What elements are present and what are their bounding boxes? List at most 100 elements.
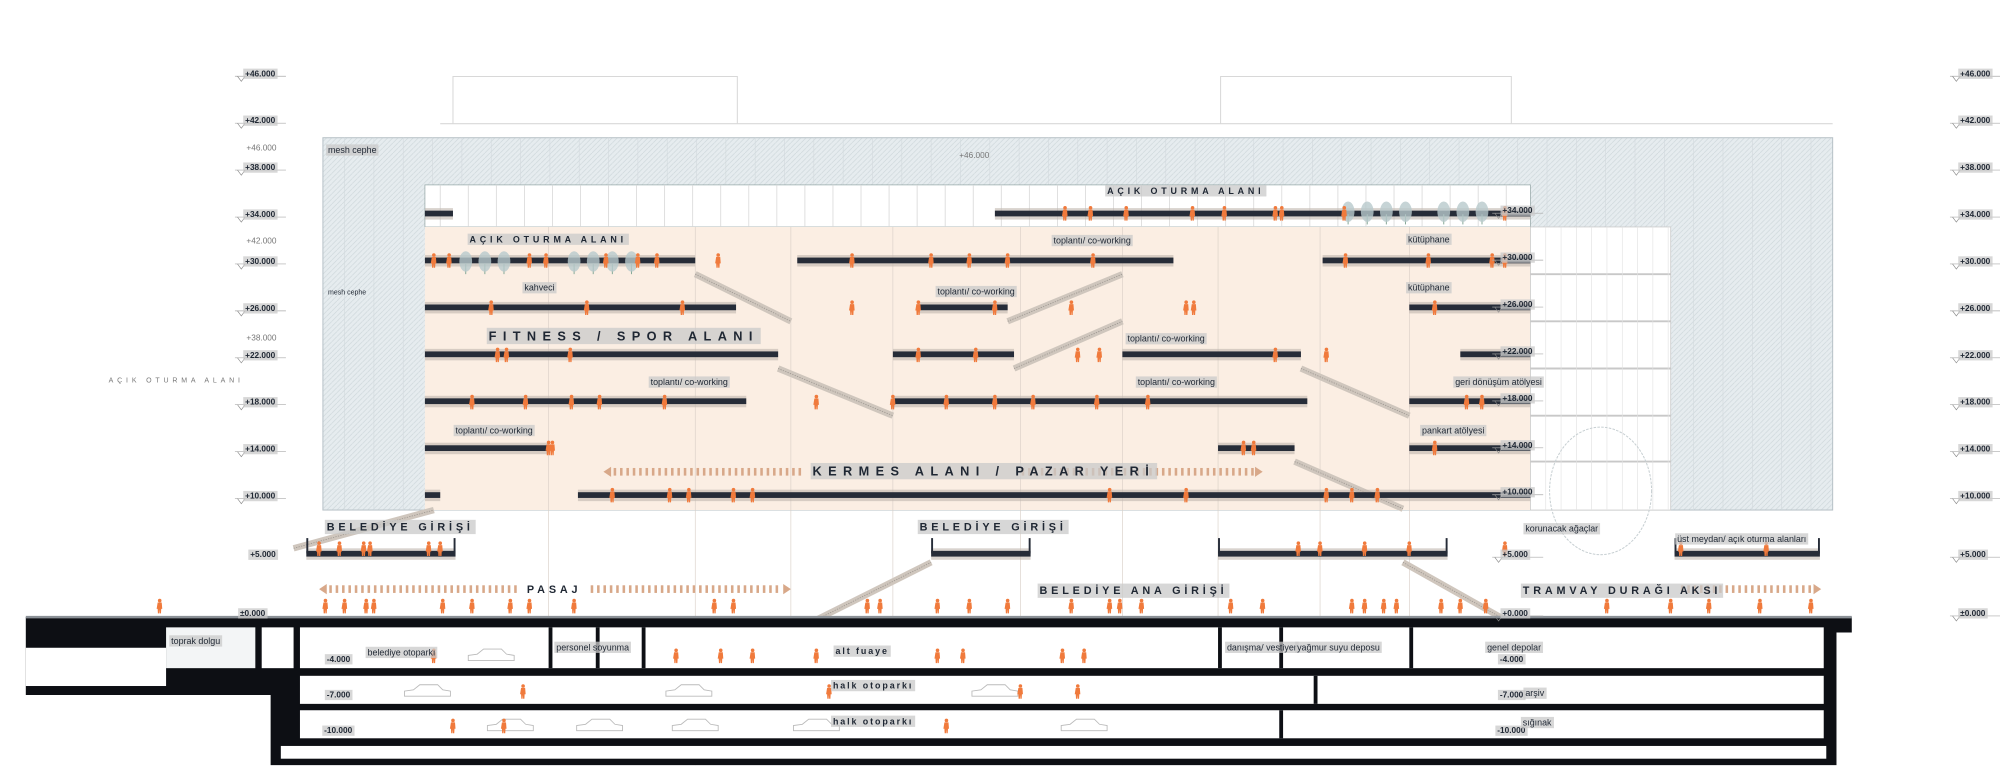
floor-slab [424, 351, 779, 358]
elevation-m4-right: -4.000 [1500, 655, 1524, 664]
label-background [1037, 583, 1230, 598]
person-icon [661, 394, 668, 410]
person-icon [749, 648, 756, 664]
label-main-entrance: BELEDİYE ANA GİRİŞİ [1040, 584, 1228, 597]
elevation-marker: +10.000 [234, 490, 286, 505]
tree [625, 251, 638, 272]
label-rainwater-tank: yağmur suyu deposu [1297, 642, 1380, 652]
elevation-label: +18.000 [1502, 394, 1533, 403]
elevation-label: +38.000 [245, 163, 276, 172]
label-meeting: toplantı/ co-working [938, 287, 1015, 297]
elevation-plus5-left: +5.000 [250, 550, 276, 559]
person-icon [549, 440, 555, 456]
person-icon [316, 541, 322, 556]
elevation-marker: +30.000 [1492, 252, 1544, 266]
elevation-marker: +34.000 [1949, 209, 2000, 223]
label-background [1500, 346, 1535, 357]
person-icon [494, 347, 501, 363]
person-icon [1341, 206, 1347, 221]
elevation-label: +18.000 [245, 398, 276, 407]
label-background [243, 350, 278, 361]
label-shelter: sığınak [1523, 718, 1552, 728]
person-icon [1272, 206, 1278, 221]
elevation-label: +26.000 [1502, 300, 1533, 309]
person-icon [943, 394, 949, 410]
label-background [1958, 303, 1993, 314]
person-icon [715, 253, 721, 268]
parked-cars [404, 648, 1108, 732]
person-icon [1431, 300, 1438, 315]
elevation-marker: +18.000 [1949, 397, 2000, 411]
label-background [324, 689, 353, 701]
elevation-label: +14.000 [245, 445, 276, 454]
car [467, 648, 515, 661]
label-open-seating-top: AÇIK OTURMA ALANI [1107, 186, 1264, 196]
label-background [1500, 205, 1535, 216]
person-icon [1438, 598, 1444, 614]
person-icon [1240, 440, 1247, 456]
floor-slab [994, 210, 1531, 217]
label-background [1105, 185, 1267, 197]
label-background [324, 654, 353, 665]
label-meeting: toplantı/ co-working [1138, 377, 1215, 387]
person-icon [685, 487, 692, 503]
elevation-label: +18.000 [1960, 398, 1991, 407]
person-icon [813, 648, 819, 664]
label-background [1500, 299, 1535, 310]
label-cafe: kahveci [524, 283, 554, 293]
person-icon [1489, 253, 1495, 268]
floor-slab [424, 210, 453, 217]
label-municipal-parking: belediye otoparkı [368, 647, 436, 657]
arrow-left-icon [603, 466, 612, 477]
person-icon [571, 598, 577, 614]
terrace-glazing [439, 184, 1507, 227]
label-mesh-facade-faint: mesh cephe [328, 290, 366, 297]
label-municipal-entrance: BELEDİYE GİRİŞİ [920, 520, 1067, 533]
elevation-marker: +38.000 [234, 162, 286, 176]
elevation-marker: +18.000 [234, 397, 286, 411]
double-arrow [319, 584, 791, 595]
elevation-m10-right: -10.000 [1497, 726, 1525, 735]
person-icon [653, 253, 660, 268]
elevation-label: +10.000 [1960, 492, 1991, 501]
elevation-marker: +0.000 [1492, 608, 1544, 622]
label-background [248, 549, 279, 560]
person-icon [583, 300, 590, 315]
label-info-cloakroom: danışma/ vestiyer [1227, 642, 1297, 652]
elevation-label: +14.000 [1502, 441, 1533, 450]
label-background [1500, 608, 1531, 619]
label-background [243, 256, 278, 267]
person-icon [1183, 487, 1189, 503]
elevation-marker: ±0.000 [1949, 608, 2000, 622]
car [671, 718, 719, 732]
person-icon [915, 347, 921, 363]
person-icon [1425, 253, 1431, 268]
label-background [833, 645, 891, 657]
person-icon [1068, 598, 1074, 614]
elevation-markers-left: +46.000 +42.000 +38.000 +34.000 +30.000 +26.0… [234, 68, 286, 505]
elevation-marker: +34.000 [1492, 205, 1544, 219]
elevation-marker: +5.000 [1949, 549, 2000, 563]
elevation-marker: +22.000 [1492, 346, 1544, 360]
label-preserved-trees: korunacak ağaçlar [1525, 524, 1598, 534]
label-public-parking: halk otoparkı [833, 716, 913, 726]
person-icon [1380, 598, 1387, 614]
elevation-marker: +26.000 [1492, 299, 1544, 313]
person-icon [1227, 598, 1234, 614]
elevation-marker: +14.000 [1949, 444, 2000, 458]
person-icon [1090, 253, 1096, 268]
label-background [326, 144, 379, 156]
label-background [1051, 234, 1133, 247]
elevation-label: +38.000 [1960, 163, 1991, 172]
label-background [243, 303, 278, 314]
elevation-markers-interior: +34.000 +30.000 +26.000 +22.000 +18.000 +14.0… [1492, 205, 1544, 622]
person-icon [1342, 253, 1349, 268]
person-icon [1087, 206, 1094, 221]
person-icon [322, 598, 329, 614]
person-icon [679, 300, 686, 315]
person-icon [889, 394, 896, 410]
floor-slab [424, 445, 549, 452]
ghost-elevation: +42.000 [246, 237, 277, 246]
person-icon [1068, 300, 1074, 315]
label-staff-changing: personel soyunma [556, 642, 629, 652]
